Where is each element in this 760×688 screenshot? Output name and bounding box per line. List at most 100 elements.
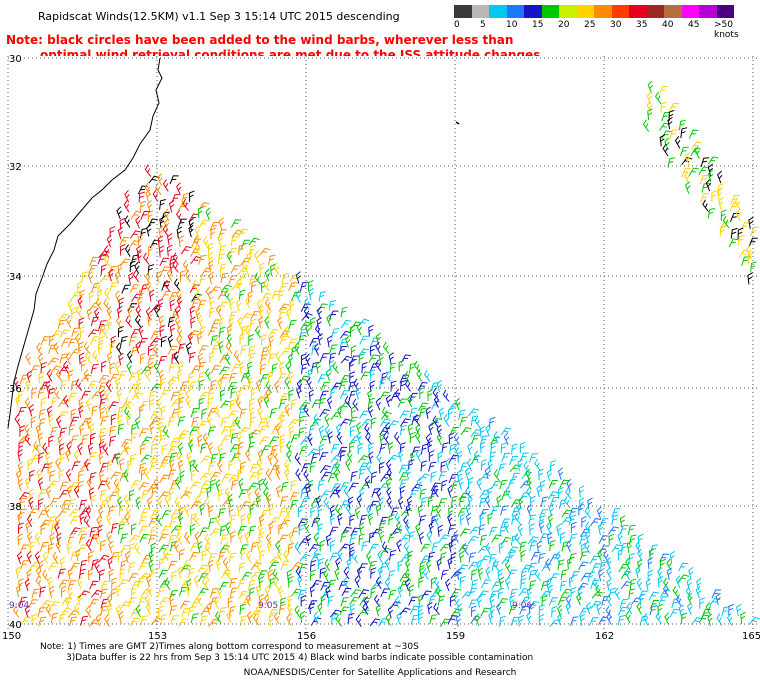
wind-barb (193, 574, 200, 588)
wind-barb (473, 450, 480, 464)
wind-barb (28, 496, 34, 510)
wind-barb (419, 488, 427, 500)
wind-barb (93, 532, 100, 545)
wind-barb (357, 442, 364, 455)
wind-barb (14, 414, 21, 427)
wind-barb (209, 351, 215, 364)
wind-barb (240, 501, 251, 510)
wind-barb (207, 327, 218, 336)
wind-barb (70, 348, 82, 357)
wind-barb (35, 423, 42, 437)
wind-barb (525, 468, 531, 482)
wind-barb (655, 611, 662, 625)
wind-barb (188, 381, 197, 392)
wind-barb (105, 379, 112, 393)
wind-barb (24, 605, 31, 618)
wind-barb (657, 575, 664, 588)
wind-barb (191, 416, 200, 427)
wind-barb (69, 527, 81, 536)
wind-barb (221, 435, 232, 444)
wind-barb (685, 586, 692, 599)
wind-barb (215, 479, 221, 492)
wind-barb (200, 455, 212, 464)
wind-barb (259, 363, 267, 375)
wind-barb (124, 215, 131, 228)
wind-barb (320, 490, 332, 499)
wind-barb (118, 611, 124, 624)
wind-barb (647, 80, 653, 94)
wind-barb (476, 477, 482, 491)
wind-barb (490, 506, 500, 516)
wind-barb (177, 406, 184, 418)
wind-barb (244, 325, 251, 338)
wind-barb (642, 612, 649, 626)
wind-barb (78, 480, 84, 492)
wind-barb (355, 614, 362, 628)
wind-barb (128, 372, 138, 382)
wind-barb (519, 541, 527, 552)
lon-label-153: 153 (148, 631, 167, 640)
wind-barb (679, 146, 689, 157)
wind-barb (176, 226, 183, 239)
footer-note-2: 3)Data buffer is 22 hrs from Sep 3 15:14… (66, 653, 534, 663)
wind-barb (285, 308, 292, 321)
wind-barb (217, 233, 223, 247)
wind-barb (716, 188, 723, 201)
wind-barb (247, 482, 259, 491)
wind-barb (619, 515, 626, 528)
wind-barb (729, 202, 739, 212)
wind-barb (159, 198, 167, 210)
wind-barb (748, 216, 754, 229)
wind-barb (100, 605, 109, 616)
wind-barb (295, 290, 301, 303)
wind-barb (737, 227, 744, 239)
wind-barb (221, 499, 233, 507)
wind-barb (699, 597, 706, 609)
wind-barb (162, 548, 169, 561)
wind-barb (130, 587, 137, 600)
wind-barb (284, 376, 290, 390)
wind-barb (86, 477, 93, 491)
wind-barb (268, 521, 274, 534)
wind-barb (38, 371, 44, 384)
wind-barb (405, 558, 411, 572)
wind-barb (468, 408, 480, 417)
wind-barb (375, 332, 381, 346)
wind-barb (318, 425, 325, 438)
wind-barb (425, 433, 432, 447)
wind-barb (104, 614, 110, 627)
wind-barb (398, 464, 409, 474)
wind-barb (44, 451, 51, 465)
wind-barb (465, 486, 472, 499)
wind-barb (272, 576, 279, 590)
wind-barb (403, 541, 410, 555)
wind-barb (117, 406, 125, 417)
wind-barb (245, 448, 251, 462)
wind-barb (20, 616, 32, 625)
wind-barb (174, 315, 181, 329)
wind-barb (427, 551, 436, 563)
wind-barb (457, 564, 469, 573)
wind-barb (404, 379, 411, 392)
wind-barb (80, 390, 91, 400)
wind-barb (408, 489, 419, 499)
wind-barb (711, 190, 717, 202)
wind-barb (73, 485, 80, 498)
wind-barb (441, 479, 448, 492)
wind-barb (606, 612, 612, 625)
wind-barb (617, 548, 624, 561)
wind-barb (48, 480, 59, 489)
wind-barb (162, 224, 169, 237)
wind-barb (269, 407, 278, 419)
wind-barb (167, 469, 177, 480)
wind-barb (104, 405, 111, 418)
wind-barb (140, 454, 152, 463)
wind-barb (489, 451, 497, 463)
wind-barb (186, 451, 192, 464)
wind-barb (477, 567, 484, 580)
wind-barb (648, 548, 655, 561)
wind-barb (427, 495, 435, 507)
wind-barb (361, 540, 369, 552)
wind-barb (160, 405, 167, 418)
wind-barb (428, 450, 435, 462)
